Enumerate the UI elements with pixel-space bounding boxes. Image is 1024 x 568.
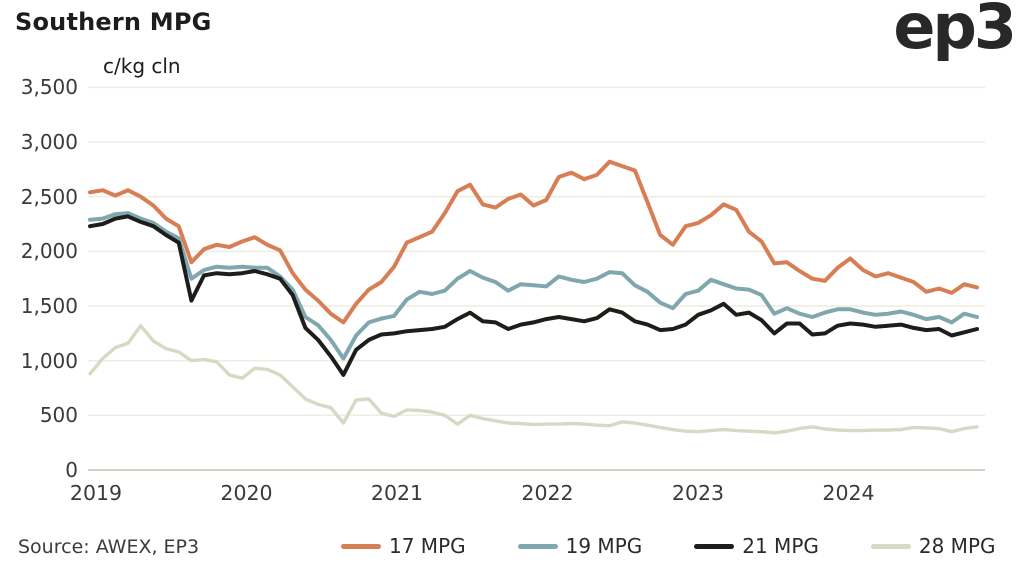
x-axis-label: 2019	[69, 481, 123, 505]
y-axis-label: 3,000	[20, 130, 78, 155]
x-axis-label: 2020	[220, 481, 273, 505]
y-axis-unit-label: c/kg cln	[103, 54, 181, 78]
legend-swatch	[517, 543, 558, 549]
y-axis-label: 3,500	[20, 75, 78, 100]
page-title: Southern MPG	[15, 8, 212, 36]
legend-swatch	[870, 543, 911, 549]
series-line-21-mpg	[88, 214, 979, 377]
x-axis-label: 2022	[521, 481, 574, 505]
y-axis-label: 2,500	[20, 184, 78, 209]
x-axis-label: 2024	[822, 481, 875, 505]
legend-item-19-mpg: 19 MPG	[517, 534, 643, 558]
legend-label: 21 MPG	[742, 534, 819, 558]
source-note: Source: AWEX, EP3	[18, 536, 200, 558]
legend-label: 17 MPG	[389, 534, 466, 558]
y-axis-label: 1,500	[20, 294, 78, 318]
y-axis-label: 2,000	[20, 239, 78, 264]
series-line-28-mpg	[88, 324, 979, 435]
y-axis-label: 500	[39, 403, 78, 428]
legend-swatch	[694, 543, 735, 549]
series-line-17-mpg	[88, 159, 979, 325]
legend-swatch	[341, 543, 381, 549]
legend-item-17-mpg: 17 MPG	[341, 534, 466, 558]
series-line-19-mpg	[88, 211, 979, 361]
ep3-logo: ep3	[893, 0, 1017, 63]
y-axis-label: 1,000	[20, 348, 78, 373]
x-axis-label: 2023	[671, 481, 725, 505]
y-axis-label: 0	[65, 458, 78, 482]
legend-item-28-mpg: 28 MPG	[870, 534, 996, 558]
legend-label: 28 MPG	[918, 534, 996, 558]
legend-label: 19 MPG	[565, 534, 643, 558]
legend-item-21-mpg: 21 MPG	[694, 534, 819, 558]
x-axis-label: 2021	[370, 481, 424, 505]
legend: 17 MPG 19 MPG 21 MPG 28 MPG	[341, 534, 996, 558]
